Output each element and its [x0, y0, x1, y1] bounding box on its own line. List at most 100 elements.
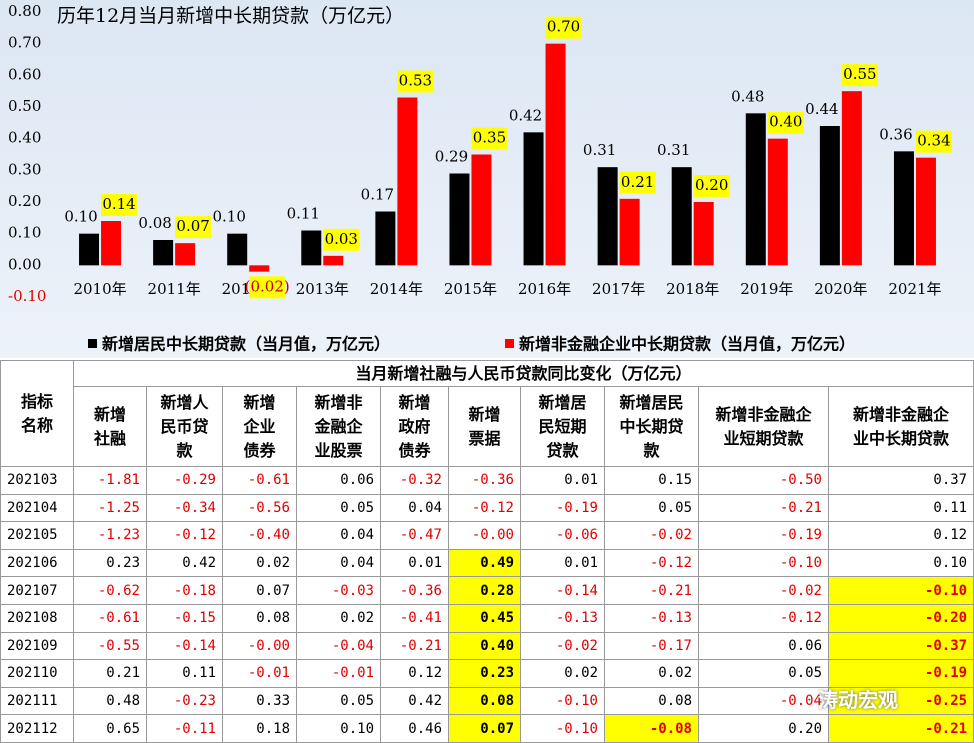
x-tick-label: 2018年	[666, 280, 719, 298]
table-cell: -0.12	[146, 521, 223, 550]
table-cell: -0.21	[698, 493, 829, 523]
data-label: 0.21	[621, 173, 654, 191]
y-tick-label: 0.50	[8, 97, 41, 115]
table-cell: 新增居民 中长期贷 款	[604, 386, 699, 467]
table-cell: -0.25	[827, 686, 974, 716]
data-label: 0.08	[138, 214, 171, 232]
table-cell: 202105	[0, 521, 74, 550]
table-cell: -0.61	[73, 603, 147, 633]
table-cell: 0.06	[296, 466, 381, 495]
table-cell: -1.81	[73, 466, 147, 495]
data-label-background	[175, 216, 212, 239]
table-cell: -0.14	[520, 576, 605, 605]
table-cell: 0.10	[827, 548, 974, 578]
bar	[671, 167, 692, 266]
table-cell: 202104	[0, 493, 74, 523]
data-label: 0.31	[583, 141, 616, 159]
table-cell: -0.06	[520, 521, 605, 550]
table-cell: -0.13	[520, 603, 605, 633]
data-label-background	[619, 171, 656, 194]
x-tick-label: 2013年	[296, 280, 349, 298]
table-cell: -0.23	[146, 686, 223, 716]
y-tick-label: 0.30	[8, 160, 41, 178]
table-cell: -0.50	[698, 466, 829, 495]
table-cell: -0.18	[146, 576, 223, 605]
table-cell: 0.49	[448, 548, 521, 578]
table-cell: 新增 社融	[73, 386, 147, 467]
table-cell: 0.07	[448, 714, 521, 743]
y-tick-label: 0.10	[8, 224, 41, 242]
table-cell: 0.05	[296, 686, 381, 716]
table-cell: 0.33	[222, 686, 297, 716]
data-label-background	[101, 194, 138, 216]
data-label: 0.44	[805, 100, 838, 118]
y-tick-label: 0.00	[8, 255, 41, 273]
data-label: (0.02)	[245, 277, 290, 295]
table-cell: 202103	[0, 466, 74, 495]
table-cell: 0.04	[296, 548, 381, 578]
table-cell: 0.15	[604, 466, 699, 495]
table-cell: -0.61	[222, 466, 297, 495]
chart-title: 历年12月当月新增中长期贷款（万亿元）	[57, 5, 404, 27]
table-cell: 新增 企业 债券	[222, 386, 297, 467]
table-cell: 新增 票据	[448, 386, 521, 467]
table-cell: 0.45	[448, 603, 521, 633]
table-cell: -0.01	[222, 659, 297, 688]
y-tick-label: 0.20	[8, 192, 41, 210]
data-label: 0.29	[435, 148, 468, 166]
data-label: 0.11	[287, 205, 320, 223]
bar	[619, 198, 640, 266]
table-cell: 新增 政府 债券	[380, 386, 449, 467]
data-label: 0.55	[843, 65, 876, 83]
data-label: 0.03	[325, 230, 358, 248]
table-cell: -0.55	[73, 631, 147, 661]
x-tick-label: 2021年	[888, 280, 941, 298]
table-cell: 新增居 民短期 贷款	[520, 386, 605, 467]
table-cell: 0.18	[222, 714, 297, 743]
table-row: 新增 社融 新增人 民币贷 款新增 企业 债券 新增非 金融企 业股票 新增 政府 债…	[1, 386, 974, 467]
table-cell: 202109	[0, 631, 74, 661]
table-cell: 0.05	[296, 493, 381, 523]
table-cell: 0.42	[380, 686, 449, 716]
x-tick-label: 2017年	[592, 280, 645, 298]
table-cell: 0.20	[698, 714, 829, 743]
table-cell: 0.40	[448, 631, 521, 661]
bar	[841, 91, 862, 266]
table-cell: 0.46	[380, 714, 449, 743]
table-cell: 0.10	[296, 714, 381, 743]
table-cell: -1.25	[73, 493, 147, 523]
table-cell: -0.19	[520, 493, 605, 523]
table-cell: 0.04	[296, 521, 381, 550]
bar	[449, 173, 470, 266]
table-cell: -0.32	[380, 466, 449, 495]
table-cell: -0.12	[604, 548, 699, 578]
table-cell: -0.12	[698, 603, 829, 633]
table-cell: -0.13	[604, 603, 699, 633]
bar	[375, 211, 396, 266]
table-cell: 0.65	[73, 714, 147, 743]
bar	[915, 157, 936, 266]
table-cell: -0.19	[698, 521, 829, 550]
table-cell: -0.40	[222, 521, 297, 550]
table-cell: -0.00	[222, 631, 297, 661]
table-row: 202104 -1.25 -0.34 -0.56 0.05 0.04 -0.12 -0.19 0…	[0, 493, 974, 523]
bar	[323, 255, 344, 266]
table-row: 202112 0.65 -0.11 0.18 0.10 0.46 0.07 -0.10 -0.0…	[0, 714, 974, 743]
table-cell: -0.21	[827, 714, 974, 743]
bar	[745, 113, 766, 266]
data-label-background	[915, 130, 952, 153]
data-label-background	[767, 111, 804, 134]
bar	[767, 138, 788, 266]
table-cell: 0.06	[698, 631, 829, 661]
table-cell: 0.12	[380, 659, 449, 688]
table-row: 202109 -0.55 -0.14 -0.00 -0.04 -0.21 0.40 -0.02…	[0, 631, 974, 661]
table-cell: -0.34	[146, 493, 223, 523]
table-cell: -0.04	[296, 631, 381, 661]
legend-swatch	[505, 339, 514, 348]
table-cell: 0.48	[73, 686, 147, 716]
table-cell: 0.11	[827, 493, 974, 523]
x-tick-label: 2011年	[148, 280, 201, 298]
table-cell: 0.04	[380, 493, 449, 523]
legend-label: 新增非金融企业中长期贷款（当月值，万亿元）	[519, 335, 855, 354]
table-cell: -0.03	[296, 576, 381, 605]
